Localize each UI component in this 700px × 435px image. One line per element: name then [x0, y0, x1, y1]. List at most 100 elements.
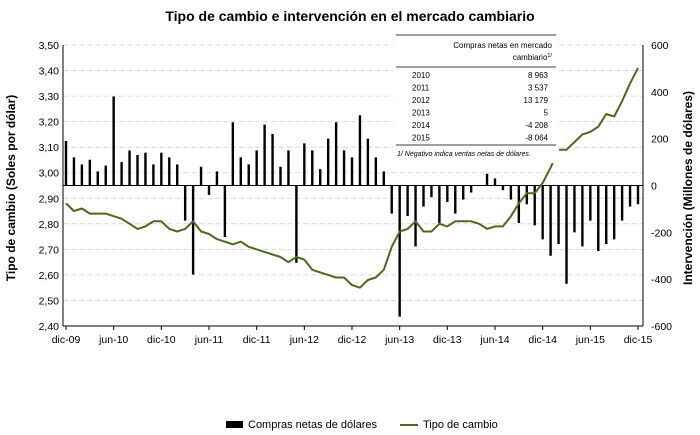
inset-table-rows: 2010 8 963 2011 3 537 2012 13 179 2013 5 2014 -4 …: [412, 71, 549, 143]
intervention-bar: [565, 185, 568, 284]
intervention-bar: [342, 150, 346, 186]
intervention-bar: [366, 138, 370, 186]
intervention-bar: [160, 152, 163, 186]
inset-table-header-sup: 1/: [547, 53, 552, 59]
intervention-bar: [311, 150, 314, 186]
chart-title: Tipo de cambio e intervención en el merc…: [165, 8, 534, 24]
x-tick-label: dic-15: [624, 334, 653, 346]
intervention-bar: [422, 185, 425, 207]
right-axis-title: Intervención (Millones de dólares): [681, 91, 695, 285]
intervention-bar: [406, 185, 409, 216]
intervention-bar: [120, 162, 123, 186]
intervention-bar: [446, 185, 449, 202]
x-tick-label: dic-09: [52, 334, 81, 346]
right-axis-ticks: -600 -400 -200 0 200 400 600: [651, 40, 672, 333]
right-tick-label: -600: [651, 321, 672, 333]
inset-table-value: 13 179: [524, 96, 549, 105]
intervention-bar: [231, 122, 235, 186]
intervention-bar: [144, 152, 147, 186]
intervention-bar: [549, 185, 552, 256]
right-tick-label: 600: [651, 40, 669, 52]
right-tick-label: -400: [651, 274, 672, 286]
intervention-bar: [279, 166, 282, 186]
left-tick-label: 3,50: [39, 40, 60, 52]
intervention-bar: [541, 185, 544, 240]
intervention-bar: [485, 173, 489, 186]
intervention-bar: [350, 157, 354, 186]
intervention-bar: [620, 185, 624, 221]
x-tick-label: jun-12: [289, 334, 319, 346]
right-tick-label: 0: [651, 181, 657, 193]
intervention-bar: [271, 133, 274, 186]
intervention-bar: [533, 185, 536, 226]
inset-table-year: 2015: [412, 134, 430, 143]
intervention-bar: [605, 185, 608, 245]
inset-table-bg: [393, 31, 559, 163]
intervention-bar: [287, 150, 290, 186]
intervention-bar: [176, 164, 179, 186]
intervention-bar: [573, 185, 576, 233]
intervention-bar: [509, 185, 513, 200]
intervention-bar: [255, 150, 258, 186]
intervention-bar: [199, 166, 203, 186]
inset-table-value: 3 537: [528, 84, 549, 93]
left-tick-label: 3,20: [39, 117, 60, 129]
intervention-bar: [501, 185, 505, 191]
intervention-bar: [183, 185, 187, 221]
intervention-bar: [589, 185, 592, 221]
intervention-bar: [263, 124, 266, 186]
intervention-bar: [295, 185, 298, 263]
intervention-bar: [112, 96, 115, 186]
x-tick-label: jun-13: [384, 334, 414, 346]
legend-label-line: Tipo de cambio: [423, 419, 498, 431]
intervention-bar: [374, 157, 378, 186]
intervention-bar: [414, 185, 417, 247]
left-tick-label: 2,60: [39, 270, 60, 282]
intervention-bar: [128, 150, 131, 186]
x-tick-label: jun-11: [194, 334, 224, 346]
intervention-bar: [390, 185, 393, 214]
intervention-bar: [469, 185, 473, 193]
intervention-bar: [64, 141, 68, 186]
inset-table-value: 8 963: [528, 71, 549, 80]
intervention-bar: [104, 165, 107, 186]
intervention-bar: [525, 185, 528, 205]
right-tick-label: -200: [651, 227, 672, 239]
left-tick-label: 3,30: [39, 91, 60, 103]
x-axis-ticks: dic-09 jun-10 dic-10 jun-11 dic-11 jun-12 dic-…: [52, 326, 653, 346]
intervention-bar: [168, 157, 171, 186]
intervention-bar: [398, 185, 401, 317]
x-tick-label: dic-11: [243, 334, 271, 346]
intervention-bar: [88, 159, 92, 186]
exchange-rate-line: [65, 67, 639, 289]
x-tick-label: dic-14: [528, 334, 557, 346]
inset-table-value: -8 064: [525, 134, 548, 143]
x-tick-label: jun-15: [575, 334, 605, 346]
legend-label-bars: Compras netas de dólares: [248, 419, 378, 431]
inset-table-year: 2014: [412, 121, 430, 130]
left-tick-label: 2,70: [39, 244, 60, 256]
intervention-bar: [152, 164, 155, 186]
intervention-bar: [136, 155, 139, 186]
right-tick-label: 200: [651, 134, 669, 146]
left-tick-label: 3,40: [39, 66, 60, 78]
intervention-bar: [557, 185, 560, 245]
intervention-bar: [597, 185, 600, 252]
intervention-bar: [438, 185, 441, 223]
intervention-bar: [215, 171, 219, 186]
intervention-bar: [326, 138, 330, 186]
x-tick-label: dic-12: [338, 334, 367, 346]
x-tick-label: dic-10: [147, 334, 176, 346]
intervention-bar: [636, 185, 640, 205]
intervention-bar: [462, 185, 465, 200]
inset-table: Compras netas en mercado cambiario1/ 201…: [393, 31, 559, 163]
intervention-bar: [581, 185, 584, 247]
intervention-bar: [334, 122, 338, 186]
intervention-bar: [628, 185, 632, 207]
inset-table-year: 2011: [412, 84, 430, 93]
x-tick-label: jun-14: [479, 334, 509, 346]
intervention-bar: [493, 178, 497, 186]
left-tick-label: 2,80: [39, 219, 60, 231]
left-axis-title: Tipo de cambio (Soles por dólar): [4, 95, 18, 281]
inset-table-year: 2013: [412, 109, 430, 118]
